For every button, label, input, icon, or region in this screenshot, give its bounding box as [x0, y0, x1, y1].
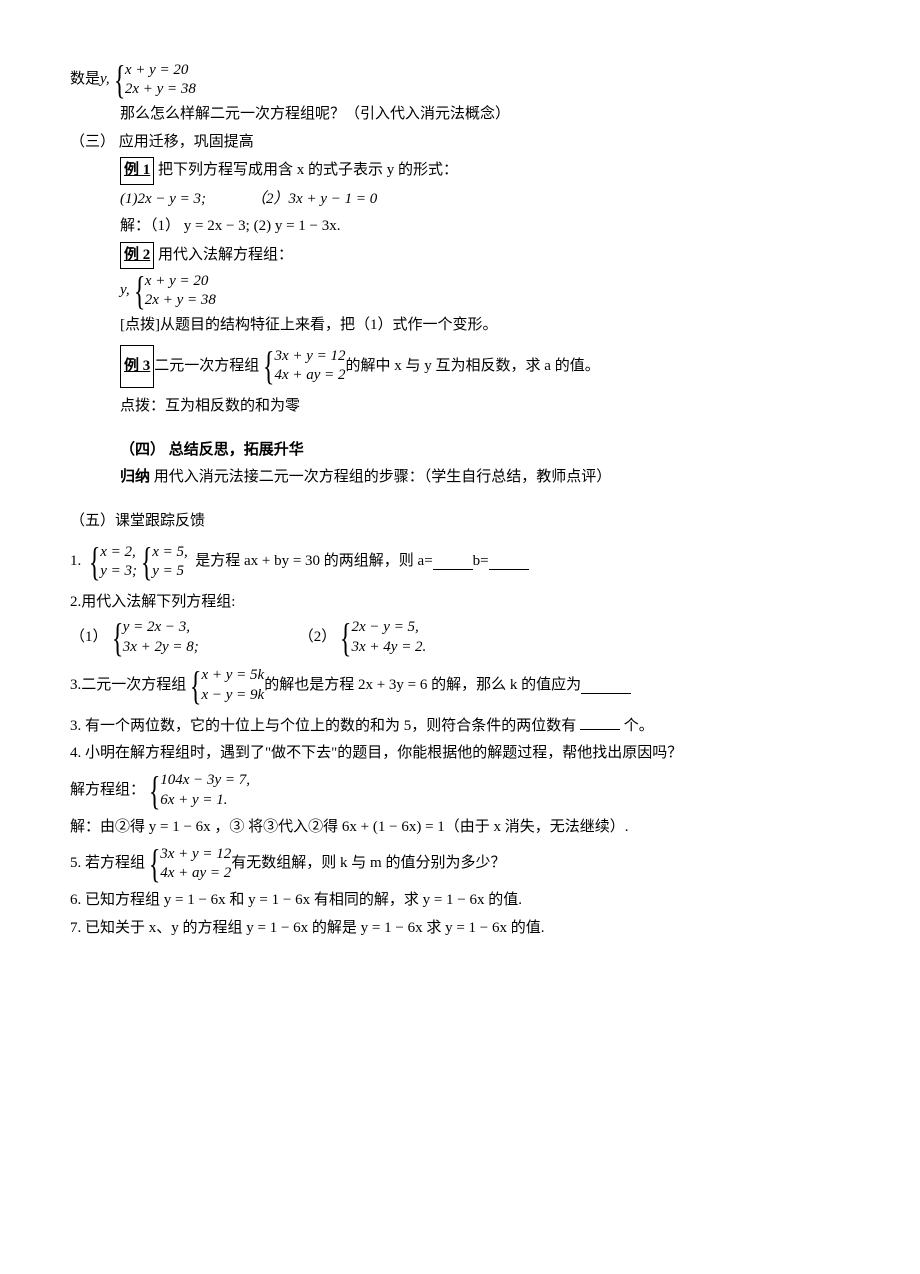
q2b-label: （2） [299, 625, 337, 651]
ex2-equation: y, { x + y = 20 2x + y = 38 [40, 271, 880, 311]
ex2-tip: [点拨]从题目的结构特征上来看，把（1）式作一个变形。 [40, 313, 880, 339]
ex3-eq2: 4x + ay = 2 [274, 366, 345, 386]
q1-eq2a: x = 5, [152, 543, 188, 563]
q2a-eq2: 3x + 2y = 8; [123, 638, 199, 658]
ex3-pre: 二元一次方程组 [154, 354, 259, 380]
ex3-post: 的解中 x 与 y 互为相反数，求 a 的值。 [346, 354, 600, 380]
brace-icon: { [141, 542, 153, 582]
q3-pre: 3.二元一次方程组 [70, 673, 186, 699]
q2b-eq1: 2x − y = 5, [352, 618, 427, 638]
q3b-text: 3. 有一个两位数，它的十位上与个位上的数的和为 5，则符合条件的两位数有 [70, 718, 576, 734]
ex3-tip: 点拨：互为相反数的和为零 [40, 394, 880, 420]
q3-eqcol: x + y = 5k x − y = 9k [201, 666, 264, 705]
opening-question: 那么怎么样解二元一次方程组呢？（引入代入消元法概念） [40, 102, 880, 128]
q4-expl: 解：由②得 y = 1 − 6x ，③ 将③代入②得 6x + (1 − 6x)… [40, 815, 880, 841]
q2b-eq2: 3x + 4y = 2. [352, 638, 427, 658]
opening-prefix: 数是 [70, 67, 100, 93]
q2-group: （1） { y = 2x − 3, 3x + 2y = 8; （2） { 2x … [40, 618, 880, 658]
ex3-line: 例 3 二元一次方程组 { 3x + y = 12 4x + ay = 2 的解… [40, 345, 880, 389]
ex1-sol: 解：（1） y = 2x − 3; (2) y = 1 − 3x. [40, 214, 880, 240]
opening-eq1: x + y = 20 [125, 61, 196, 81]
q4-sol-label: 解方程组： [70, 778, 145, 804]
q6: 6. 已知方程组 y = 1 − 6x 和 y = 1 − 6x 有相同的解，求… [40, 888, 880, 914]
q1: 1. { x = 2, y = 3; { x = 5, y = 5 是方程 ax… [40, 542, 880, 582]
q5: 5. 若方程组 { 3x + y = 12 4x + ay = 2 有无数组解，… [40, 844, 880, 884]
q4-system: 解方程组： { 104x − 3y = 7, 6x + y = 1. [40, 771, 880, 811]
q4: 4. 小明在解方程组时，遇到了"做不下去"的题目，你能根据他的解题过程，帮他找出… [40, 741, 880, 767]
q3b: 3. 有一个两位数，它的十位上与个位上的数的和为 5，则符合条件的两位数有 个。 [40, 714, 880, 740]
sec3-heading: （三） 应用迁移，巩固提高 [40, 130, 880, 156]
q2-head: 2.用代入法解下列方程组: [40, 590, 880, 616]
brace-icon: { [133, 271, 145, 311]
q3-eq1: x + y = 5k [201, 666, 264, 686]
sec4-heading: （四） 总结反思，拓展升华 [40, 438, 880, 464]
ex2-eq-col: x + y = 20 2x + y = 38 [145, 272, 216, 311]
q2a-label: （1） [70, 625, 108, 651]
ex1-label: 例 1 [120, 157, 154, 185]
q3b-tail: 个。 [624, 718, 654, 734]
q4-eqcol: 104x − 3y = 7, 6x + y = 1. [160, 771, 250, 810]
q1-eq1a: x = 2, [100, 543, 137, 563]
blank [489, 554, 529, 570]
ex1-line: 例 1 把下列方程写成用含 x 的式子表示 y 的形式： [40, 157, 880, 185]
ex3-eq1: 3x + y = 12 [274, 347, 345, 367]
q1-eq2b: y = 5 [152, 562, 188, 582]
blank [580, 714, 620, 730]
brace-icon: { [340, 618, 352, 658]
blank [581, 678, 631, 694]
brace-icon: { [149, 844, 161, 884]
ex2-eq2: 2x + y = 38 [145, 291, 216, 311]
ex2-eq1: x + y = 20 [145, 272, 216, 292]
q1-mid: 是方程 ax + by = 30 的两组解，则 a= [195, 549, 432, 575]
opening-eq-col: x + y = 20 2x + y = 38 [125, 61, 196, 100]
q1-eqset2: x = 5, y = 5 [152, 543, 188, 582]
opening-yvar: y, [100, 67, 110, 93]
ex2-text: 用代入法解方程组： [158, 247, 293, 263]
ex3-eq-col: 3x + y = 12 4x + ay = 2 [274, 347, 345, 386]
q3: 3.二元一次方程组 { x + y = 5k x − y = 9k 的解也是方程… [40, 666, 880, 706]
q3-post: 的解也是方程 2x + 3y = 6 的解，那么 k 的值应为 [264, 673, 581, 699]
sec5-heading: （五）课堂跟踪反馈 [40, 509, 880, 535]
ex1-text: 把下列方程写成用含 x 的式子表示 y 的形式： [158, 162, 458, 178]
sum-text: 用代入消元法接二元一次方程组的步骤：（学生自行总结，教师点评） [154, 469, 612, 485]
brace-icon: { [263, 346, 275, 386]
ex2-yvar: y, [120, 278, 130, 304]
brace-icon: { [89, 542, 101, 582]
sec4-summary: 归纳 用代入消元法接二元一次方程组的步骤：（学生自行总结，教师点评） [40, 465, 880, 491]
q5-eq1: 3x + y = 12 [160, 845, 231, 865]
blank [433, 554, 473, 570]
brace-icon: { [113, 60, 125, 100]
q2a-eq1: y = 2x − 3, [123, 618, 199, 638]
q3-eq2: x − y = 9k [201, 686, 264, 706]
q2a-eqcol: y = 2x − 3, 3x + 2y = 8; [123, 618, 199, 657]
brace-icon: { [149, 771, 161, 811]
q4-eq2: 6x + y = 1. [160, 791, 250, 811]
q5-post: 有无数组解，则 k 与 m 的值分别为多少？ [231, 851, 505, 877]
q1-eq1b: y = 3; [100, 562, 137, 582]
ex2-label: 例 2 [120, 242, 154, 270]
q7: 7. 已知关于 x、y 的方程组 y = 1 − 6x 的解是 y = 1 − … [40, 916, 880, 942]
opening-eq2: 2x + y = 38 [125, 80, 196, 100]
opening-equation: 数是 y, { x + y = 20 2x + y = 38 [40, 60, 880, 100]
q1-eqset1: x = 2, y = 3; [100, 543, 137, 582]
ex2-line: 例 2 用代入法解方程组： [40, 242, 880, 270]
ex1-eq: (1)2x − y = 3; （2）3x + y − 1 = 0 [40, 187, 880, 213]
q1-b: b= [473, 549, 489, 575]
q4-eq1: 104x − 3y = 7, [160, 771, 250, 791]
q2b-eqcol: 2x − y = 5, 3x + 4y = 2. [352, 618, 427, 657]
q1-num: 1. [70, 549, 81, 575]
q5-pre: 5. 若方程组 [70, 851, 145, 877]
q5-eq2: 4x + ay = 2 [160, 864, 231, 884]
brace-icon: { [190, 666, 202, 706]
sum-label: 归纳 [120, 469, 150, 485]
brace-icon: { [111, 618, 123, 658]
q5-eqcol: 3x + y = 12 4x + ay = 2 [160, 845, 231, 884]
ex3-label: 例 3 [120, 345, 154, 389]
